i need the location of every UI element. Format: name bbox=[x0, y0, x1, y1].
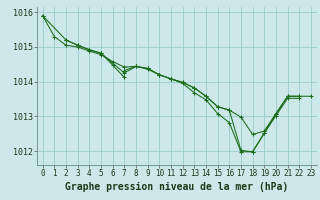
X-axis label: Graphe pression niveau de la mer (hPa): Graphe pression niveau de la mer (hPa) bbox=[65, 182, 288, 192]
